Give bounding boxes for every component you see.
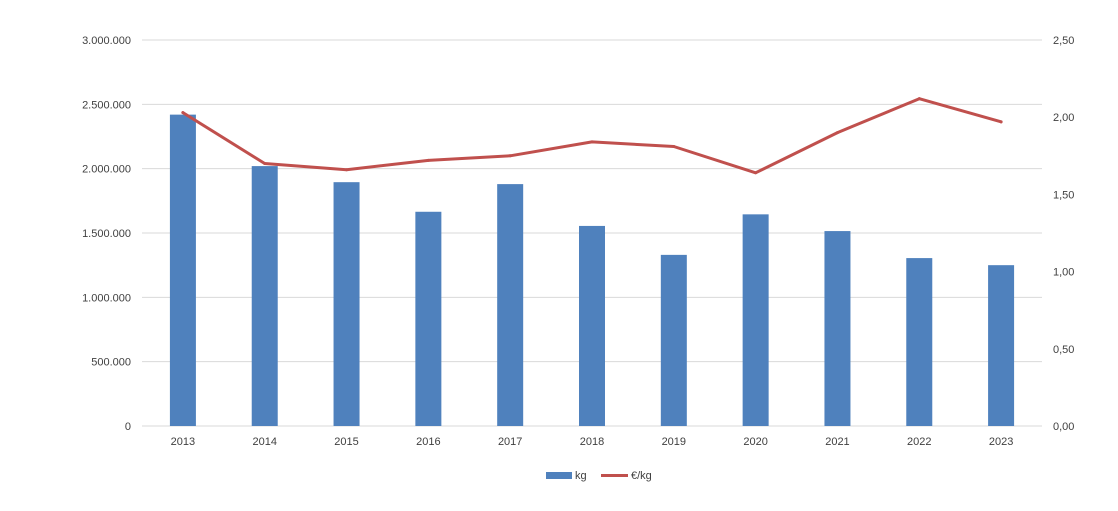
right-tick-label: 0,00 [1053,421,1074,433]
line-series-eur-per-kg [181,97,1003,175]
bar [579,225,605,426]
left-tick-label: 2.500.000 [82,99,131,111]
line-point [754,171,758,175]
right-tick-label: 1,50 [1053,189,1074,201]
x-tick-label: 2013 [171,436,195,448]
x-tick-label: 2022 [907,436,931,448]
x-tick-label: 2023 [989,436,1013,448]
right-tick-label: 2,00 [1053,112,1074,124]
legend: kg €/kg [546,470,652,482]
x-tick-label: 2019 [662,436,686,448]
bar-series-kg [169,114,1015,427]
x-tick-label: 2017 [498,436,522,448]
line-point [917,97,921,101]
right-tick-label: 2,50 [1053,35,1074,47]
line-point [345,168,349,172]
bar [824,231,851,426]
line-point [590,140,594,144]
legend-swatch-kg [546,472,572,479]
bar [169,114,196,427]
right-axis: 0,00 0,50 1,00 1,50 2,00 2,50 [1053,35,1074,433]
x-tick-label: 2014 [252,436,276,448]
bar [988,265,1015,426]
bar [497,184,524,426]
bar [660,254,687,426]
line-point [672,145,676,149]
right-tick-label: 1,00 [1053,267,1074,279]
left-tick-label: 1.000.000 [82,292,131,304]
line-path [181,97,1003,175]
left-tick-label: 0 [125,421,131,433]
x-tick-label: 2016 [416,436,440,448]
line-point [999,120,1003,124]
line-point [426,158,430,162]
line-point [835,131,839,135]
x-tick-label: 2021 [825,436,849,448]
line-point [508,154,512,158]
legend-label-kg: kg [575,470,587,482]
left-tick-label: 500.000 [91,357,131,369]
bar [333,182,360,426]
right-tick-label: 0,50 [1053,344,1074,356]
x-axis: 2013 2014 2015 2016 2017 2018 2019 2020 2021 2022… [171,436,1014,448]
left-tick-label: 1.500.000 [82,228,131,240]
legend-label-eur-per-kg: €/kg [631,470,652,482]
x-tick-label: 2018 [580,436,604,448]
left-axis: 0 500.000 1.000.000 1.500.000 2.000.000 2.500… [82,35,131,433]
bar [251,166,278,427]
line-point [263,162,267,166]
bar [415,211,442,426]
line-point [181,111,185,115]
x-tick-label: 2020 [743,436,767,448]
bar [906,258,933,426]
x-tick-label: 2015 [334,436,358,448]
left-tick-label: 2.000.000 [82,164,131,176]
bar [742,214,769,426]
left-tick-label: 3.000.000 [82,35,131,47]
